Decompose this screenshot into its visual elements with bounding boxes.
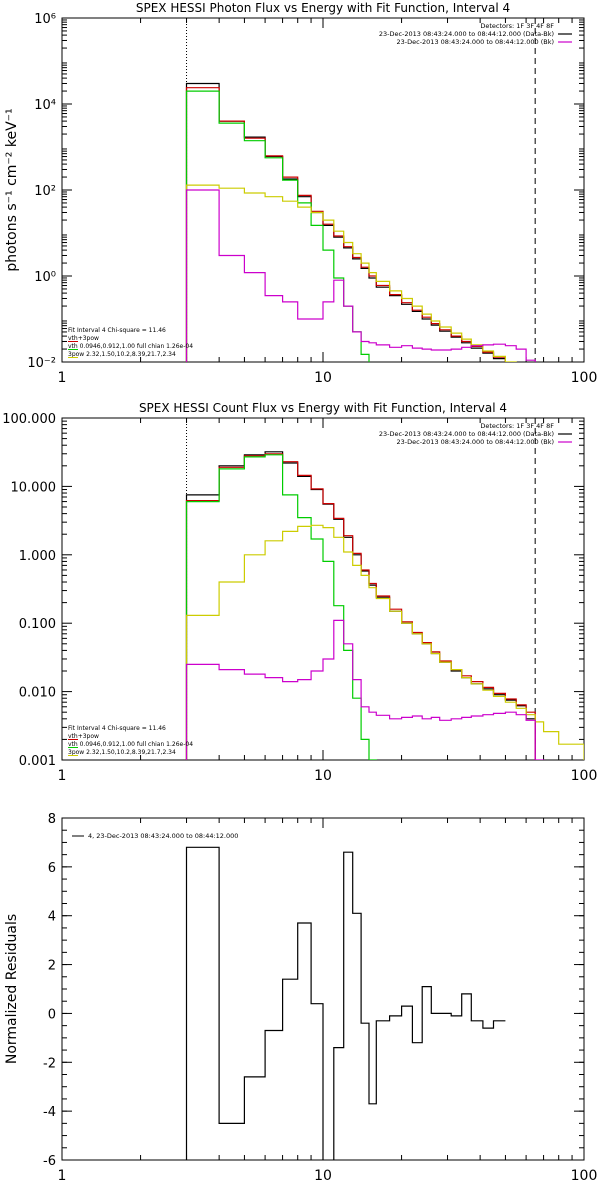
legend-entry: 23-Dec-2013 08:43:24.000 to 08:44:12.000… [397, 38, 555, 46]
y-tick-label: 10⁴ [34, 98, 56, 113]
legend-entry: 4, 23-Dec-2013 08:43:24.000 to 08:44:12.… [88, 832, 238, 840]
chart-panel-3: 1 10 100 -6 -4 -2 0 2 4 6 8 Normalized Residuals 4, … [4, 812, 597, 1184]
x-tick-label: 1 [58, 1168, 67, 1184]
y-tick-label: 0.010 [19, 686, 56, 701]
fit-legend-entry: vth 0.0946,0.912,1.00 full chian 1.26e-0… [68, 343, 193, 350]
chart-title: SPEX HESSI Photon Flux vs Energy with Fi… [136, 1, 510, 15]
x-tick-label: 100 [571, 370, 598, 386]
series-residuals [185, 846, 506, 1160]
y-axis-label: Normalized Residuals [4, 914, 20, 1064]
y-tick-label: 6 [48, 861, 56, 876]
y-tick-label: 2 [48, 959, 56, 974]
legend-entry: Detectors: 1F 3F 4F 8F [480, 422, 554, 430]
fit-legend-entry: vth+3pow [68, 335, 99, 342]
series-group [185, 846, 506, 1160]
series-3pow [185, 184, 517, 362]
series-group [185, 451, 584, 760]
fit-legend-entry: vth+3pow [68, 733, 99, 740]
series-bk [185, 619, 545, 760]
series-group [185, 82, 536, 362]
y-tick-label: 10.000 [11, 480, 57, 495]
plot-frame [61, 417, 585, 761]
legend-entry: 23-Dec-2013 08:43:24.000 to 08:44:12.000… [379, 430, 554, 438]
y-tick-label: 0 [48, 1007, 56, 1022]
fit-legend-entry: Fit Interval 4 Chi-square = 11.46 [68, 327, 166, 334]
y-axis-label: photons s⁻¹ cm⁻² keV⁻¹ [4, 108, 20, 271]
y-tick-label: 10⁶ [34, 12, 56, 27]
y-tick-label: 10² [34, 184, 56, 199]
x-tick-label: 100 [571, 1168, 598, 1184]
legend-entry: 23-Dec-2013 08:43:24.000 to 08:44:12.000… [397, 438, 555, 446]
y-tick-label: 10⁻² [27, 356, 56, 371]
y-tick-label: 1.000 [19, 549, 56, 564]
legend-entry: Detectors: 1F 3F 4F 8F [480, 22, 554, 30]
series-vth [185, 90, 370, 362]
x-tick-label: 1 [58, 370, 67, 386]
y-tick-label: -6 [43, 1154, 56, 1169]
y-tick-label: 0.100 [19, 617, 56, 632]
y-tick-label: -2 [43, 1056, 56, 1071]
series-vth [185, 454, 377, 760]
x-tick-label: 10 [314, 768, 332, 784]
y-tick-label: 100.000 [2, 412, 56, 427]
legend-entry: 23-Dec-2013 08:43:24.000 to 08:44:12.000… [379, 30, 554, 38]
x-tick-label: 10 [314, 370, 332, 386]
y-tick-label: 0.001 [19, 754, 56, 769]
chart-title: SPEX HESSI Count Flux vs Energy with Fit… [139, 401, 507, 415]
x-tick-label: 100 [571, 768, 598, 784]
chart-panel-1: SPEX HESSI Photon Flux vs Energy with Fi… [4, 1, 597, 386]
series-bk [185, 189, 536, 362]
series-3pow [185, 524, 584, 760]
fit-legend-entry: 3pow 2.32,1.50,10.2,8.39,21.7,2.34 [68, 749, 176, 756]
y-tick-label: 8 [48, 812, 56, 827]
y-tick-label: 4 [48, 910, 56, 925]
fit-legend-entry: vth 0.0946,0.912,1.00 full chian 1.26e-0… [68, 741, 193, 748]
x-tick-label: 1 [58, 768, 67, 784]
fit-legend-entry: Fit Interval 4 Chi-square = 11.46 [68, 725, 166, 732]
y-tick-label: -4 [43, 1105, 56, 1120]
chart-panel-2: SPEX HESSI Count Flux vs Energy with Fit… [2, 401, 597, 784]
y-tick-label: 10⁰ [34, 270, 56, 285]
x-tick-label: 10 [314, 1168, 332, 1184]
series-vth-3pow [185, 87, 506, 362]
fit-legend-entry: 3pow 2.32,1.50,10.2,8.39,21.7,2.34 [68, 351, 176, 358]
